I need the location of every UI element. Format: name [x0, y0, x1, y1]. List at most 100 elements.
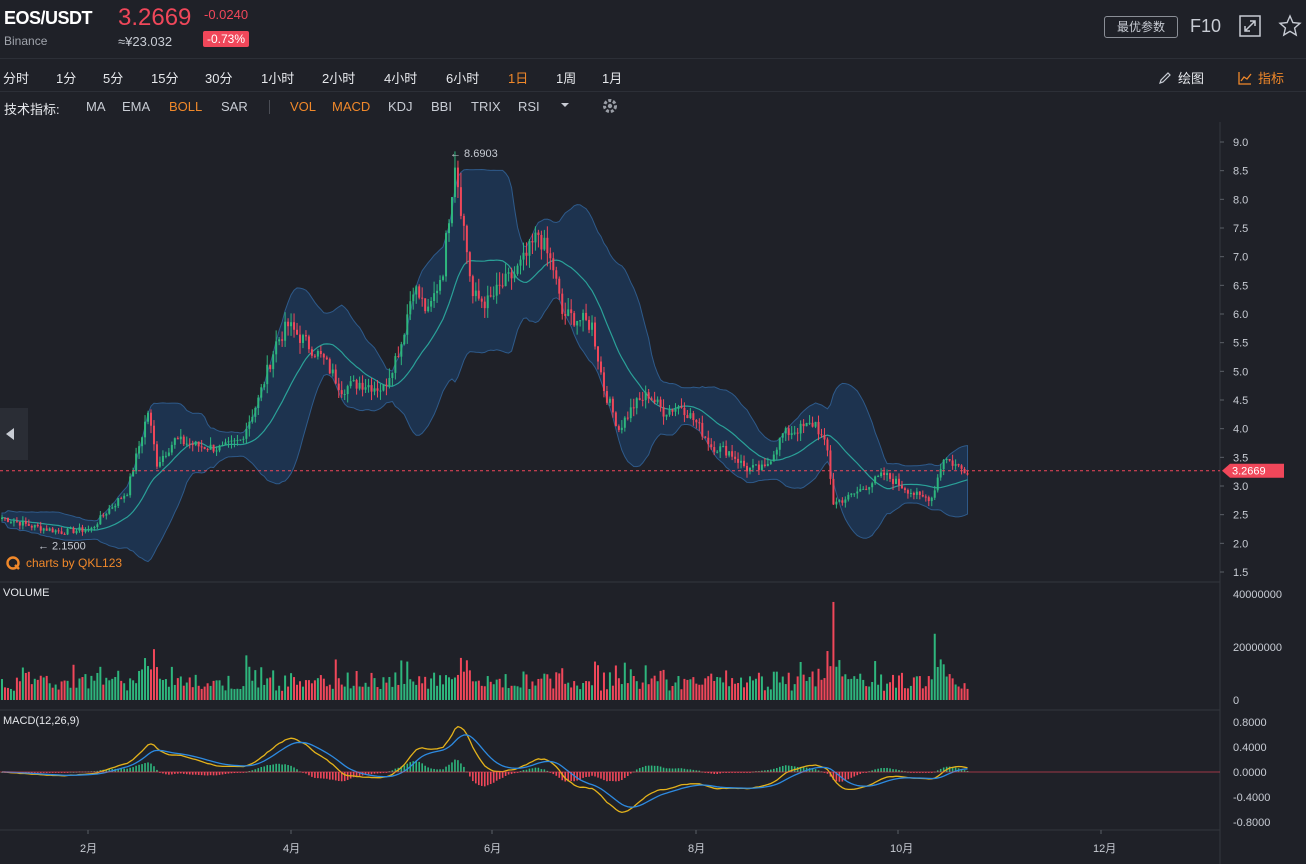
timeframe-15分[interactable]: 15分: [151, 71, 179, 86]
timeframe-分时[interactable]: 分时: [3, 71, 30, 86]
indicator-ma[interactable]: MA: [86, 99, 106, 114]
candle-body: [456, 167, 459, 188]
y-tick-label: 5.0: [1233, 366, 1248, 378]
candle-body: [400, 344, 403, 357]
indicator-rsi[interactable]: RSI: [518, 99, 540, 114]
timeframe-30分[interactable]: 30分: [205, 71, 233, 86]
indicator-boll[interactable]: BOLL: [169, 99, 203, 114]
candle-body: [799, 423, 802, 434]
fullscreen-icon[interactable]: [1238, 14, 1262, 38]
f10-button[interactable]: F10: [1190, 16, 1222, 36]
dropdown-caret-icon[interactable]: [560, 98, 570, 113]
indicators-button[interactable]: 指标: [1238, 68, 1284, 87]
timeframe-1日[interactable]: 1日: [508, 71, 529, 86]
volume-bar: [900, 672, 903, 700]
macd-histogram-bar: [492, 772, 495, 783]
candle-body: [611, 398, 614, 413]
volume-bar: [656, 681, 659, 700]
indicator-macd[interactable]: MACD: [332, 99, 371, 114]
macd-histogram-bar: [230, 772, 233, 774]
indicator-kdj[interactable]: KDJ: [388, 99, 413, 114]
volume-bar: [474, 681, 477, 700]
star-icon[interactable]: [1278, 14, 1302, 38]
y-tick-label: 3.5: [1233, 452, 1248, 464]
volume-bar: [525, 674, 528, 700]
timeframe-6小时[interactable]: 6小时: [446, 71, 480, 86]
volume-bar: [841, 676, 844, 700]
candle-body: [880, 472, 883, 477]
indicator-bbi[interactable]: BBI: [431, 99, 452, 114]
timeframe-2小时[interactable]: 2小时: [322, 71, 356, 86]
candle-body: [188, 443, 191, 445]
macd-histogram-bar: [635, 769, 638, 772]
macd-histogram-bar: [877, 768, 879, 772]
candle-body: [948, 459, 951, 461]
volume-bar: [579, 689, 582, 700]
macd-histogram-bar: [370, 772, 373, 775]
chart-area[interactable]: 2月 4月 6月 8月 10月 12月 9.0 8.5 8.0 7.5 7.0 6.5 6.0 5.5 5.…: [0, 122, 1306, 864]
volume-bar: [588, 681, 591, 700]
indicator-ema[interactable]: EMA: [122, 99, 151, 114]
volume-bar: [540, 678, 543, 700]
timeframe-1周[interactable]: 1周: [556, 71, 577, 86]
candle-body: [710, 444, 713, 448]
macd-histogram-bar: [811, 768, 814, 772]
volume-bar: [227, 675, 230, 700]
candle-body: [328, 359, 331, 374]
indicator-sar[interactable]: SAR: [221, 99, 248, 114]
timeframe-5分[interactable]: 5分: [103, 71, 124, 86]
volume-bar: [373, 678, 376, 700]
volume-bar: [206, 683, 209, 700]
volume-bar: [626, 683, 629, 700]
volume-bar: [388, 677, 391, 700]
candle-body: [874, 476, 877, 484]
exchange-name: Binance: [4, 34, 48, 48]
candle-body: [591, 322, 594, 330]
timeframe-1分[interactable]: 1分: [56, 71, 77, 86]
candle-body: [486, 295, 489, 309]
volume-bar: [644, 665, 647, 700]
candle-body: [900, 485, 903, 489]
candle-body: [468, 252, 471, 277]
volume-bar: [775, 671, 778, 700]
candle-body: [129, 476, 132, 496]
volume-bar: [483, 686, 486, 700]
candle-body: [763, 464, 766, 466]
volume-bar: [328, 684, 331, 700]
macd-histogram-bar: [376, 772, 379, 774]
candle-body: [39, 526, 42, 531]
settings-gear-icon[interactable]: [601, 97, 619, 118]
candle-body: [158, 461, 161, 467]
timeframe-1小时[interactable]: 1小时: [261, 71, 295, 86]
candle-body: [602, 372, 605, 392]
timeframe-4小时[interactable]: 4小时: [384, 71, 418, 86]
candle-body: [659, 399, 662, 408]
candle-body: [6, 517, 9, 522]
candle-body: [60, 531, 63, 534]
x-tick-label: 12月: [1093, 843, 1116, 855]
candle-body: [203, 446, 206, 450]
macd-histogram-bar: [776, 768, 778, 772]
volume-bar: [605, 689, 608, 700]
volume-bar: [299, 681, 301, 700]
candle-body: [543, 237, 546, 250]
macd-histogram-bar: [311, 772, 313, 777]
collapse-panel-button[interactable]: [0, 408, 28, 460]
candle-body: [150, 412, 152, 426]
volume-bar: [403, 683, 406, 700]
timeframe-1月[interactable]: 1月: [602, 71, 623, 86]
candle-body: [754, 464, 757, 466]
macd-histogram-bar: [442, 769, 444, 772]
volume-bar: [635, 681, 638, 700]
volume-bar: [906, 688, 909, 700]
symbol-title[interactable]: EOS/USDT: [4, 8, 93, 28]
macd-histogram-bar: [269, 765, 271, 772]
indicator-vol[interactable]: VOL: [290, 99, 317, 114]
volume-bar: [194, 674, 197, 700]
volume-bar: [734, 683, 737, 700]
optimal-params-button[interactable]: 最优参数: [1104, 16, 1178, 38]
indicator-trix[interactable]: TRIX: [471, 99, 501, 114]
candle-body: [176, 438, 179, 440]
draw-tool-button[interactable]: 绘图: [1158, 68, 1204, 87]
macd-histogram-bar: [644, 765, 647, 772]
